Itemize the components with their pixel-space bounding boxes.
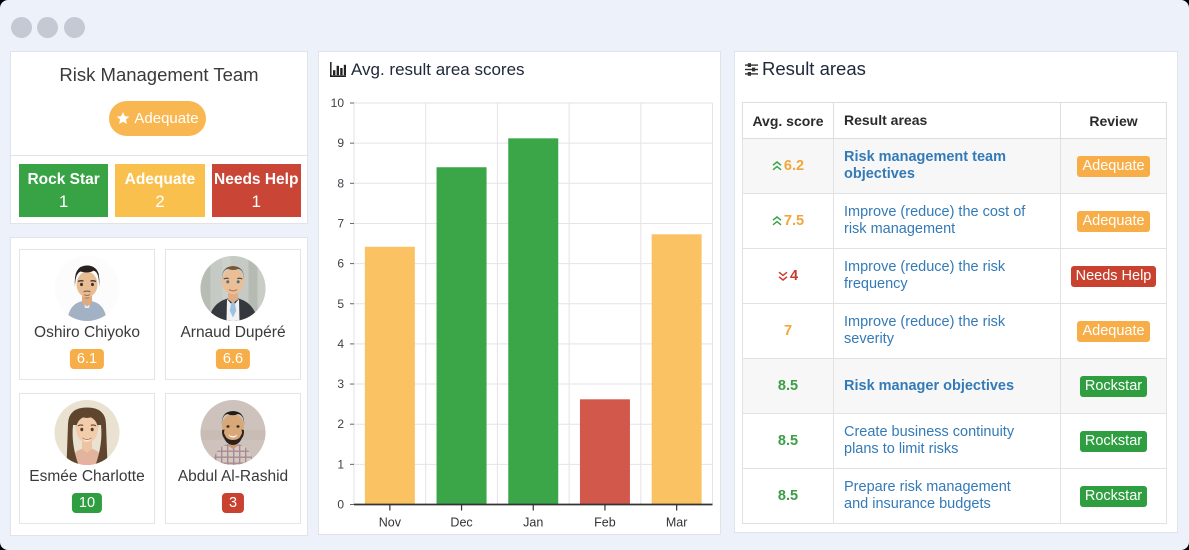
- svg-text:9: 9: [337, 136, 344, 150]
- svg-text:2: 2: [337, 417, 344, 431]
- svg-text:3: 3: [337, 377, 344, 391]
- svg-text:4: 4: [337, 337, 344, 351]
- svg-text:8: 8: [337, 176, 344, 190]
- svg-text:6: 6: [337, 257, 344, 271]
- svg-text:0: 0: [337, 498, 344, 512]
- svg-text:Jan: Jan: [523, 516, 543, 530]
- svg-text:7: 7: [337, 216, 344, 230]
- svg-text:10: 10: [331, 96, 345, 110]
- svg-text:Mar: Mar: [666, 516, 688, 530]
- svg-text:5: 5: [337, 297, 344, 311]
- svg-text:Dec: Dec: [450, 516, 472, 530]
- svg-text:Nov: Nov: [379, 516, 402, 530]
- svg-text:1: 1: [337, 457, 344, 471]
- svg-text:Feb: Feb: [594, 516, 616, 530]
